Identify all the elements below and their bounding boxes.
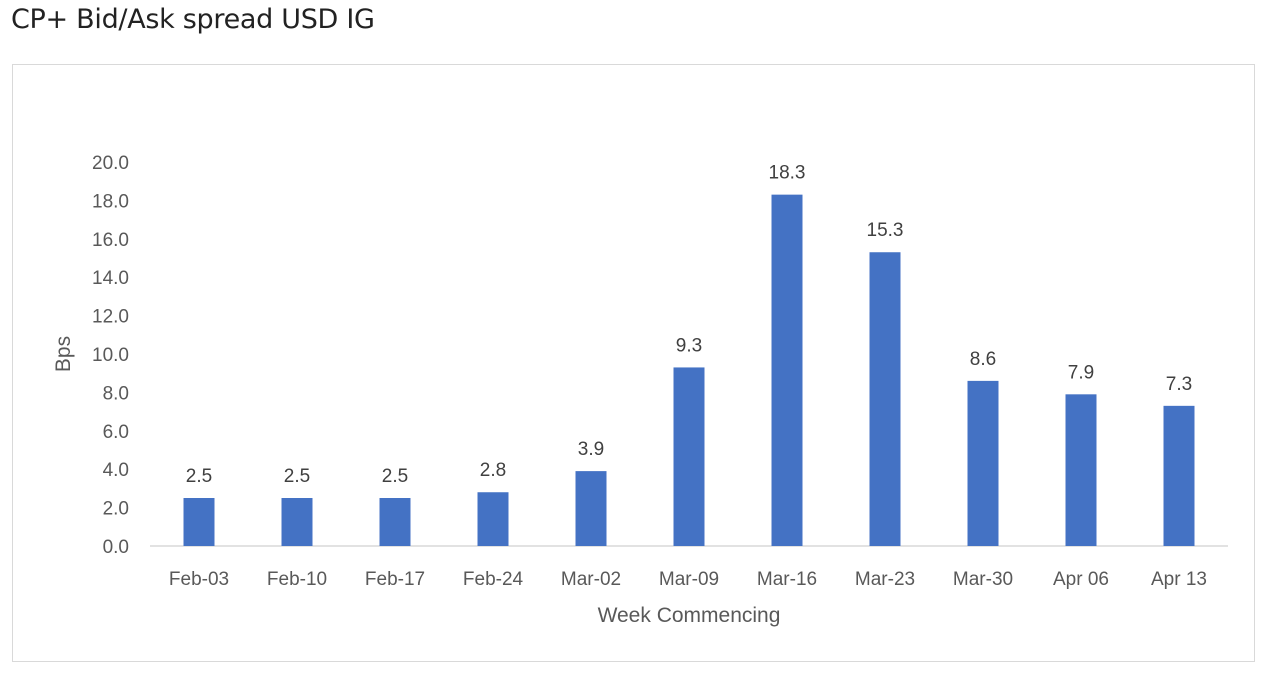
data-label: 8.6 xyxy=(970,349,996,370)
x-tick-label: Feb-10 xyxy=(267,569,327,590)
bar xyxy=(477,492,509,546)
bar xyxy=(281,498,313,546)
x-tick-label: Mar-30 xyxy=(953,569,1013,590)
x-tick-label: Mar-02 xyxy=(561,569,621,590)
x-tick-label: Feb-24 xyxy=(463,569,524,590)
data-labels: 2.5 2.5 2.5 2.8 3.9 9.3 18.3 15.3 8.6 7.9 7.3 xyxy=(186,163,1192,487)
x-tick-label: Apr 13 xyxy=(1151,569,1207,590)
y-axis-ticks: 0.0 2.0 4.0 6.0 8.0 10.0 12.0 14.0 16.0 18.0 20.0 xyxy=(92,153,129,558)
data-label: 7.9 xyxy=(1068,362,1094,383)
bar xyxy=(1163,405,1195,546)
y-axis-title: Bps xyxy=(52,336,75,372)
bar xyxy=(869,252,901,547)
x-axis-ticks: Feb-03 Feb-10 Feb-17 Feb-24 Mar-02 Mar-09 Mar-… xyxy=(169,569,1207,590)
data-label: 2.5 xyxy=(382,466,408,487)
data-label: 9.3 xyxy=(676,335,702,356)
x-tick-label: Mar-09 xyxy=(659,569,719,590)
y-tick-label: 14.0 xyxy=(92,268,129,289)
bar-chart: 0.02.04.06.08.010.012.014.016.018.020.0 … xyxy=(52,153,1228,627)
y-tick-label: 10.0 xyxy=(92,345,129,366)
x-tick-label: Feb-03 xyxy=(169,569,229,590)
data-label: 15.3 xyxy=(867,220,904,241)
y-tick-label: 16.0 xyxy=(92,230,129,251)
x-axis-title: Week Commencing xyxy=(598,604,781,627)
data-label: 3.9 xyxy=(578,439,604,460)
bar xyxy=(1065,394,1097,546)
data-label: 7.3 xyxy=(1166,374,1192,395)
data-label: 2.5 xyxy=(186,466,212,487)
x-tick-label: Mar-23 xyxy=(855,569,915,590)
y-tick-label: 18.0 xyxy=(92,191,129,212)
data-label: 2.5 xyxy=(284,466,310,487)
y-tick-label: 6.0 xyxy=(103,422,129,443)
y-tick-label: 8.0 xyxy=(103,383,129,404)
page-title: CP+ Bid/Ask spread USD IG xyxy=(11,4,375,35)
bar xyxy=(575,471,607,546)
y-tick-label: 4.0 xyxy=(103,460,129,481)
bar xyxy=(771,194,803,546)
bars xyxy=(183,194,1195,547)
x-tick-label: Apr 06 xyxy=(1053,569,1109,590)
bar xyxy=(379,498,411,546)
chart-frame: 0.0 2.0 4.0 6.0 8.0 10.0 12.0 14.0 16.0 18.0 20.0 … xyxy=(12,64,1255,662)
x-tick-label: Mar-16 xyxy=(757,569,817,590)
bar xyxy=(183,498,215,546)
y-tick-label: 2.0 xyxy=(103,499,129,520)
y-tick-label: 12.0 xyxy=(92,307,129,328)
y-tick-label: 0.0 xyxy=(103,537,129,558)
bar xyxy=(967,380,999,546)
x-tick-label: Feb-17 xyxy=(365,569,425,590)
data-label: 18.3 xyxy=(769,163,806,184)
y-tick-label: 20.0 xyxy=(92,153,129,174)
bar xyxy=(673,367,705,546)
data-label: 2.8 xyxy=(480,460,506,481)
